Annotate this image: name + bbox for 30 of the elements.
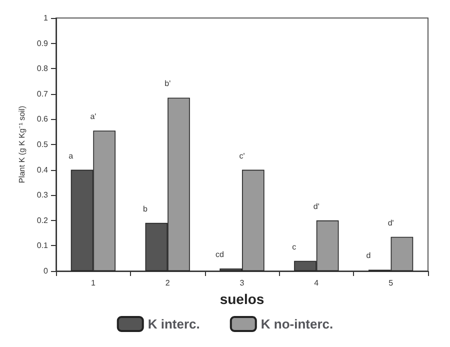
annotation: c' [239,151,246,160]
y-tick-label: 0.7 [36,89,49,98]
y-tick-label: 0.9 [36,38,49,48]
y-tick-label: 0.4 [36,165,49,174]
y-tick-label: 1 [44,14,49,22]
x-axis-title: suelos [220,290,264,307]
y-tick-label: 0.5 [36,140,49,149]
annotation: a' [90,112,97,122]
y-tick-label: 0.3 [36,190,49,200]
x-tick-label: 1 [90,278,96,288]
x-tick-label: 4 [314,278,320,288]
y-axis-title: Plant K (g K Kg⁻¹ soil) [17,106,26,184]
y-tick-label: 0.8 [36,64,49,74]
legend-label: K no-interc. [260,316,334,332]
y-tick-label: 0.6 [36,114,49,124]
annotation: d [366,251,371,260]
annotation: cd [215,250,224,259]
x-tick-label: 3 [240,278,245,288]
annotation: b [143,204,148,214]
annotation: a [68,151,74,160]
annotation: d' [388,218,394,228]
y-tick-label: 0.1 [36,241,49,250]
y-tick-label: 0.2 [36,216,49,225]
annotation: c [292,242,296,252]
annotation: d' [313,202,320,211]
x-tick-label: 5 [388,278,394,288]
x-tick-label: 2 [165,278,170,288]
y-tick-label: 0 [44,266,49,276]
legend-label: K interc. [148,316,200,332]
annotation: b' [164,79,172,88]
